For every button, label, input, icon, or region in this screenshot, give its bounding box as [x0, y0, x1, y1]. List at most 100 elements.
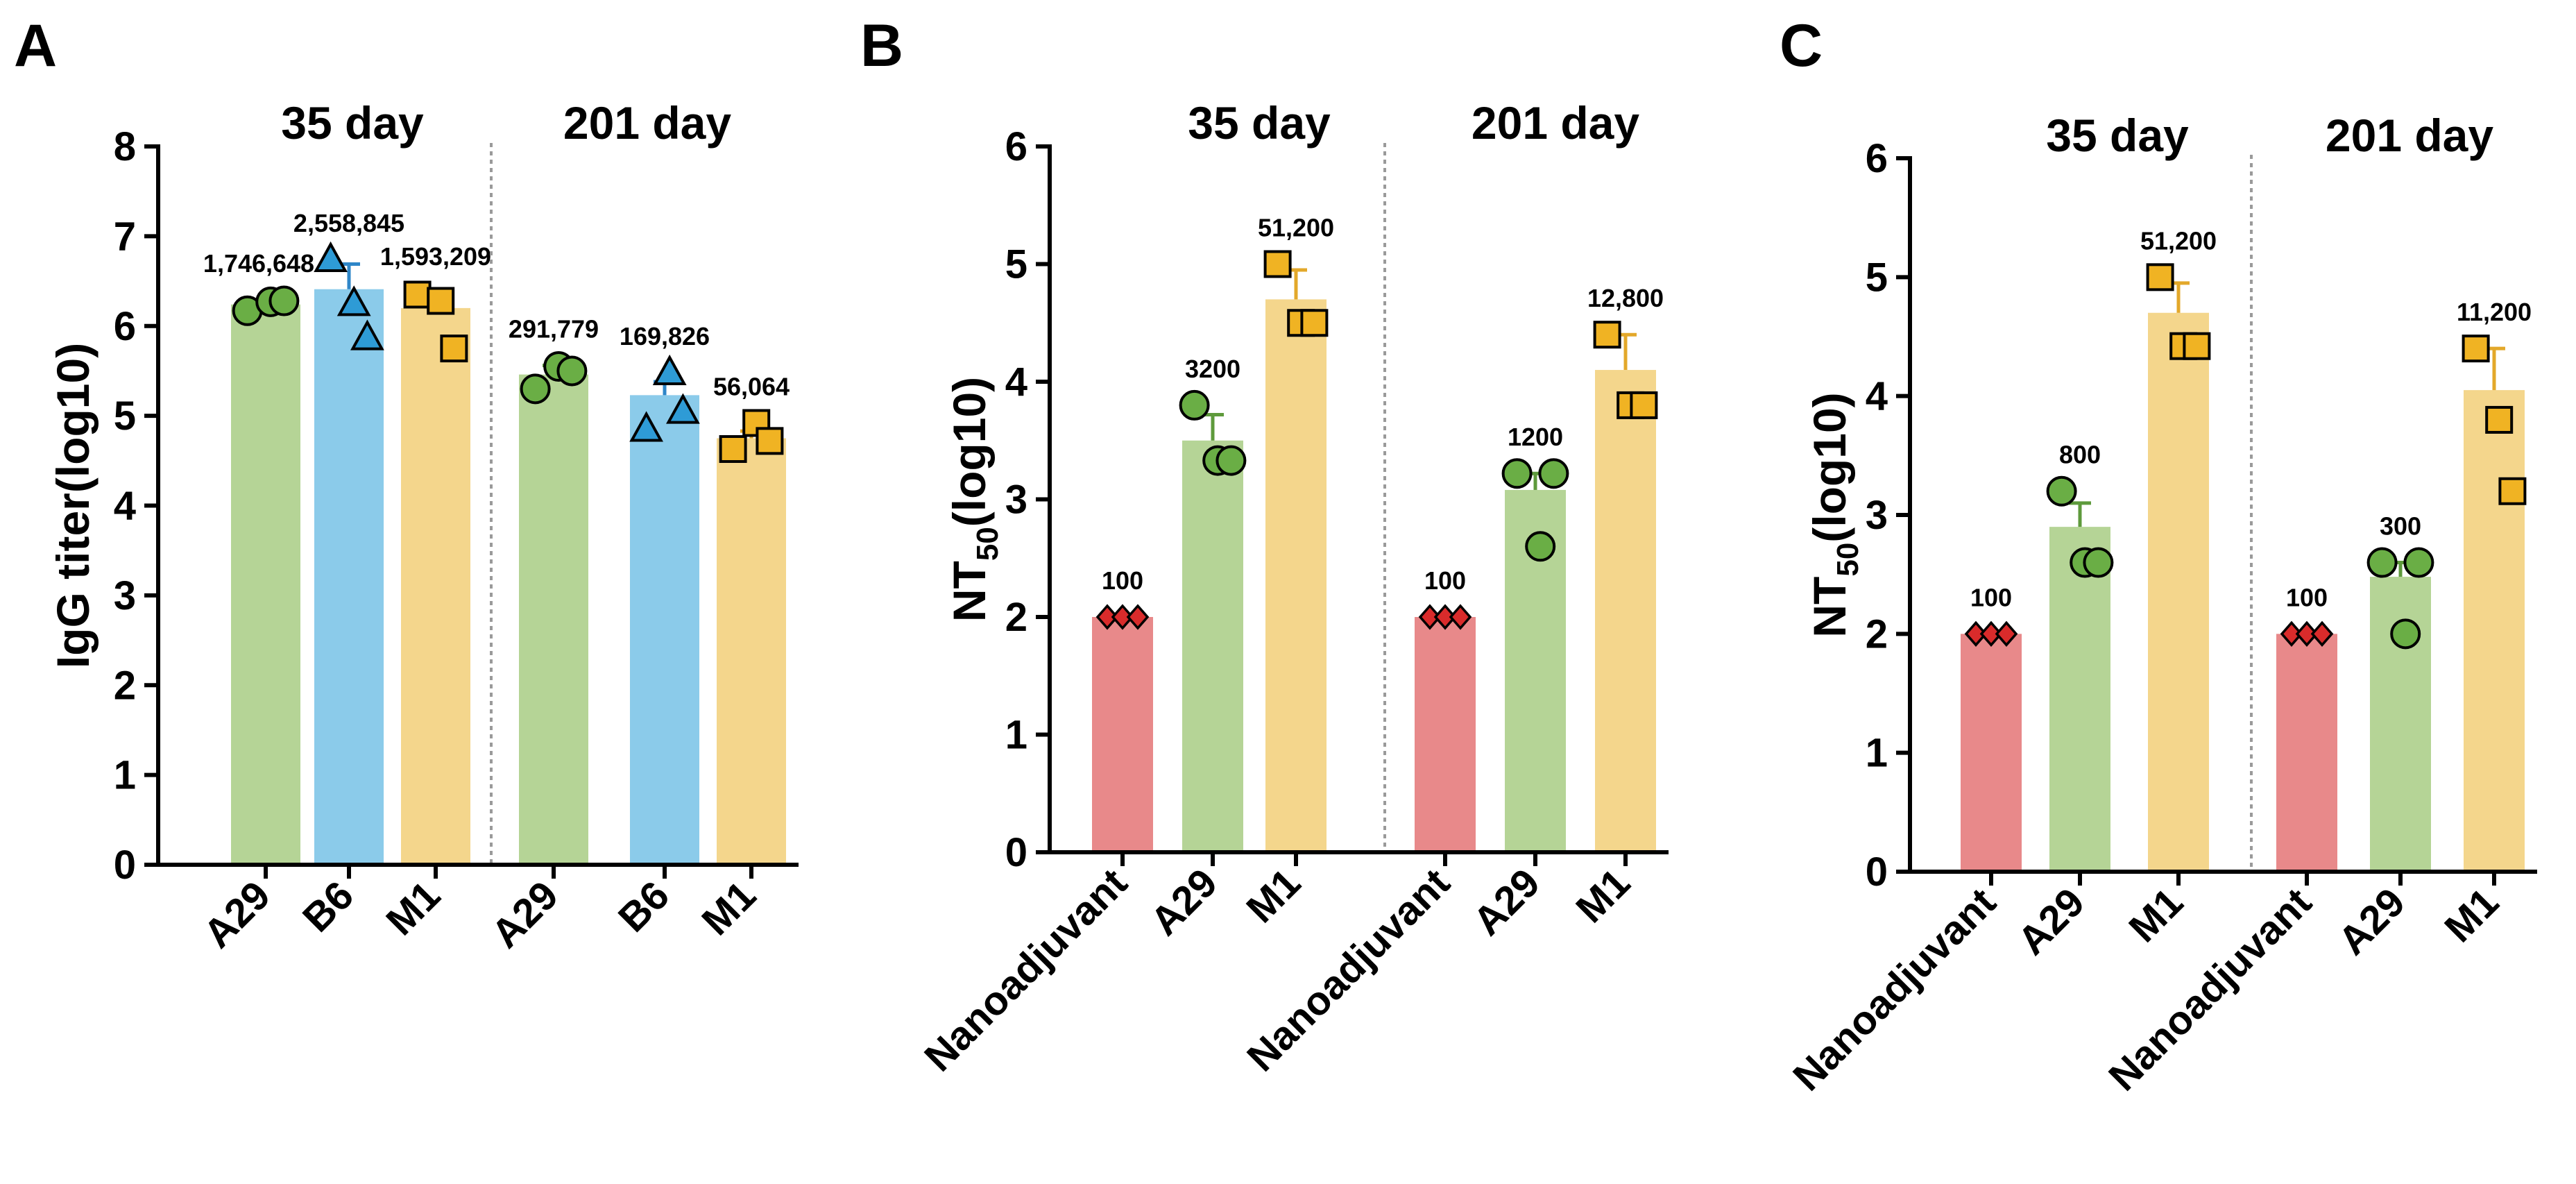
bar-nanoadjuvant-35day	[1961, 634, 2022, 872]
x-category-label: A29	[1465, 860, 1549, 944]
value-label: 56,064	[713, 372, 790, 400]
y-tick-label: 6	[114, 304, 136, 349]
y-tick-label: 4	[1005, 360, 1027, 405]
data-point-triangle	[314, 241, 348, 273]
bar-m1-201day	[717, 438, 786, 865]
bar-nanoadjuvant-201day	[1415, 617, 1476, 852]
value-label: 800	[2059, 441, 2101, 469]
x-category-label: M1	[1567, 860, 1639, 931]
y-tick-label: 5	[1866, 255, 1888, 300]
value-label: 3200	[1185, 355, 1240, 383]
value-label: 100	[1102, 566, 1143, 595]
data-point-circle	[1501, 458, 1533, 489]
value-label: 300	[2380, 512, 2421, 541]
y-axis-title: NT50(log10)	[1804, 392, 1865, 637]
value-label: 12,800	[1587, 284, 1664, 312]
data-point-square	[1300, 309, 1329, 337]
y-tick-label: 0	[114, 843, 136, 888]
data-point-circle	[268, 285, 300, 316]
value-label: 169,826	[620, 322, 710, 350]
y-axis-title-tail: (log10)	[1804, 392, 1855, 542]
data-point-diamond	[2295, 620, 2319, 647]
data-point-diamond	[1979, 620, 2003, 647]
data-point-square	[756, 427, 784, 455]
x-category-label: Nanoadjuvant	[1784, 879, 2004, 1099]
data-point-circle	[1216, 445, 1247, 476]
bar-a29-35day	[1182, 440, 1243, 852]
data-point-square	[2146, 263, 2174, 291]
data-point-circle	[2403, 547, 2434, 578]
y-tick-label: 1	[1005, 713, 1027, 758]
bar-b6-35day	[314, 289, 384, 865]
data-point-square	[427, 287, 455, 315]
value-label: 100	[2286, 583, 2328, 611]
y-axis-title-tail: (log10)	[944, 377, 995, 527]
y-axis-title-main: NT	[944, 561, 995, 622]
y-axis-title: IgG titer(log10)	[47, 343, 99, 668]
bar-m1-201day	[1595, 370, 1656, 852]
data-point-square	[2485, 405, 2514, 434]
x-category-label: M1	[1238, 860, 1309, 931]
x-category-label: A29	[2330, 879, 2414, 963]
x-category-label: M1	[377, 872, 449, 944]
panel-a: A 1,746,648 2,558,845 1,593,209 35 day 291,77…	[14, 12, 799, 956]
value-label: 2,558,845	[293, 209, 404, 237]
x-category-label: A29	[195, 872, 279, 956]
panel-letter: B	[860, 12, 903, 79]
bar-m1-201day	[2464, 390, 2525, 872]
data-point-circle	[2083, 547, 2114, 578]
value-label: 1200	[1508, 423, 1563, 451]
y-tick-label: 7	[114, 214, 136, 259]
bar-nanoadjuvant-35day	[1092, 617, 1153, 852]
bar-m1-35day	[2148, 312, 2209, 872]
data-point-triangle	[666, 393, 700, 424]
data-point-square	[719, 434, 747, 463]
y-tick-label: 6	[1866, 136, 1888, 181]
data-point-diamond	[1095, 604, 1119, 630]
data-point-diamond	[2280, 620, 2303, 647]
bar-a29-35day	[231, 304, 300, 865]
day-label: 201 day	[2326, 110, 2493, 161]
x-category-label: M1	[2120, 879, 2192, 951]
day-label: 35 day	[281, 97, 424, 149]
x-category-label: Nanoadjuvant	[916, 860, 1136, 1080]
y-tick-label: 4	[1866, 374, 1888, 419]
y-tick-label: 5	[114, 394, 136, 439]
x-category-label: M1	[2436, 879, 2507, 951]
value-label: 51,200	[1258, 214, 1334, 242]
y-tick-label: 0	[1005, 830, 1027, 875]
y-axis-title: NT50(log10)	[944, 377, 1005, 622]
data-point-diamond	[1111, 604, 1134, 630]
data-point-triangle	[336, 285, 371, 316]
x-category-label: A29	[1142, 860, 1226, 944]
y-axis-title-sub: 50	[1831, 543, 1865, 577]
data-point-circle	[556, 355, 588, 387]
data-point-diamond	[1126, 604, 1150, 630]
value-label: 100	[1970, 583, 2012, 611]
value-label: 291,779	[509, 315, 599, 344]
y-tick-label: 3	[1866, 493, 1888, 538]
y-tick-label: 3	[114, 573, 136, 618]
x-category-label: A29	[2009, 879, 2093, 963]
data-point-square	[2462, 335, 2490, 363]
day-label: 35 day	[2046, 110, 2189, 161]
y-tick-label: 4	[114, 484, 136, 529]
data-point-square	[2183, 332, 2211, 360]
x-category-label: A29	[483, 872, 567, 956]
data-point-circle	[2390, 618, 2421, 650]
y-tick-label: 0	[1866, 849, 1888, 895]
bar-b6-201day	[630, 395, 699, 865]
value-label: 11,200	[2457, 298, 2532, 326]
data-point-triangle	[350, 319, 384, 350]
day-label: 201 day	[563, 97, 731, 149]
y-tick-label: 3	[1005, 477, 1027, 523]
panel-letter: A	[14, 12, 57, 79]
bar-a29-35day	[2049, 527, 2110, 872]
panel-letter: C	[1780, 12, 1823, 79]
data-point-square	[1593, 321, 1621, 349]
x-category-label: B6	[294, 872, 362, 940]
day-label: 35 day	[1188, 97, 1331, 149]
y-tick-label: 1	[114, 753, 136, 798]
y-tick-label: 2	[1866, 611, 1888, 657]
